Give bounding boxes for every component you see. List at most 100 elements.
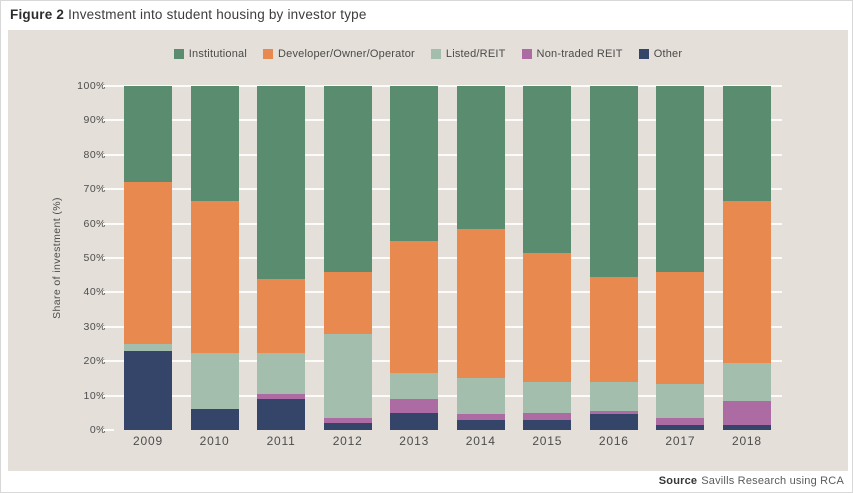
bar-segment [390, 240, 439, 374]
source-line: Source Savills Research using RCA [659, 475, 844, 487]
bar-segment [124, 86, 172, 183]
legend-swatch-icon [263, 49, 274, 59]
legend-swatch-icon [521, 49, 532, 59]
bar-segment [456, 378, 505, 415]
bar-segment [190, 352, 239, 410]
gridline [103, 119, 782, 122]
bar-segment [523, 252, 572, 382]
bar-segment [323, 271, 372, 334]
gridline [103, 325, 782, 328]
stacked-bar-2015 [523, 86, 572, 430]
y-tick-label: 90% [83, 114, 106, 127]
stacked-bar-2013 [390, 86, 439, 430]
y-axis-ticks: 0% 10% 20% 30% 40% 50% 60% 70% 80% 90% 100% [60, 30, 106, 471]
y-tick-label: 70% [83, 183, 106, 196]
bar-segment [257, 86, 306, 279]
bar-segment [190, 409, 239, 430]
bar-segment [523, 419, 572, 430]
x-tick-label: 2011 [266, 434, 296, 448]
bar-segment [656, 424, 705, 430]
legend-label: Developer/Owner/Operator [278, 48, 415, 60]
stacked-bar-2016 [589, 86, 638, 430]
bar-segment [589, 86, 638, 277]
chart-panel: Institutional Developer/Owner/Operator Lis… [8, 30, 848, 471]
x-tick-label: 2013 [399, 434, 430, 448]
y-tick-label: 10% [83, 389, 106, 402]
gridline [103, 291, 782, 294]
bar-segment [390, 86, 439, 241]
bar-segment [656, 86, 705, 272]
gridline [103, 394, 782, 397]
gridline [103, 188, 782, 191]
legend-label: Non-traded REIT [536, 48, 623, 60]
gridline [103, 153, 782, 156]
bar-segment [190, 86, 239, 202]
legend-item: Developer/Owner/Operator [263, 48, 415, 60]
bar-segment [456, 228, 505, 379]
y-tick-label: 80% [83, 148, 106, 161]
bar-segment [456, 419, 505, 430]
y-tick-label: 20% [83, 355, 106, 368]
bar-segment [589, 381, 638, 412]
gridline [103, 85, 782, 87]
y-tick-label: 60% [83, 217, 106, 230]
legend-swatch-icon [638, 49, 649, 59]
x-tick-label: 2016 [598, 434, 629, 448]
bar-segment [722, 201, 771, 363]
bar-segment [323, 333, 372, 418]
bar-segment [456, 86, 505, 229]
bar-segment [390, 412, 439, 430]
x-tick-label: 2015 [532, 434, 563, 448]
legend-item: Non-traded REIT [521, 48, 623, 60]
bar-segment [456, 414, 505, 420]
x-tick-label: 2014 [465, 434, 496, 448]
stacked-bar-2017 [656, 86, 705, 430]
bar-segment [523, 381, 572, 413]
x-tick-label: 2017 [665, 434, 696, 448]
stacked-bar-2010 [190, 86, 239, 430]
bar-segment [257, 393, 306, 399]
bar-segment [589, 414, 638, 430]
bar-segment [124, 343, 172, 351]
bar-segment [390, 399, 439, 413]
source-label: Source [658, 475, 698, 487]
gridline [103, 257, 782, 259]
bar-segment [722, 86, 771, 202]
legend-label: Other [653, 48, 683, 60]
y-tick-label: 40% [83, 286, 106, 299]
legend-label: Listed/REIT [445, 48, 506, 60]
bar-segment [257, 278, 306, 353]
bar-segment [124, 350, 172, 430]
figure-number: Figure 2 [10, 7, 65, 22]
figure-title-text: Investment into student housing by inves… [68, 7, 367, 22]
bar-segment [722, 400, 771, 425]
bar-segment [257, 352, 306, 394]
x-axis-ticks: 2009 2010 2011 2012 2013 2014 2015 2016 2017 2018 [113, 434, 782, 448]
bar-segment [257, 399, 306, 430]
legend-label: Institutional [188, 48, 248, 60]
x-tick-label: 2012 [332, 434, 363, 448]
bar-segment [523, 412, 572, 420]
bar-segment [722, 424, 771, 430]
bar-segment [323, 86, 372, 272]
gridline [103, 222, 782, 225]
y-tick-label: 50% [83, 252, 106, 264]
bar-segment [124, 182, 172, 344]
stacked-bar-2018 [722, 86, 771, 430]
bar-segment [190, 201, 239, 353]
figure-title: Figure 2 Investment into student housing… [10, 7, 367, 22]
chart-legend: Institutional Developer/Owner/Operator Lis… [8, 48, 848, 60]
x-tick-label: 2018 [731, 434, 762, 448]
bar-group [113, 86, 782, 430]
gridline [103, 360, 782, 363]
bar-segment [589, 411, 638, 415]
bar-segment [323, 423, 372, 430]
y-tick-label: 100% [77, 80, 106, 92]
legend-item: Listed/REIT [430, 48, 506, 60]
bar-segment [656, 383, 705, 418]
bar-segment [523, 86, 572, 253]
x-tick-label: 2010 [199, 434, 230, 448]
bar-segment [390, 373, 439, 400]
legend-swatch-icon [430, 49, 441, 59]
gridline [103, 429, 114, 431]
